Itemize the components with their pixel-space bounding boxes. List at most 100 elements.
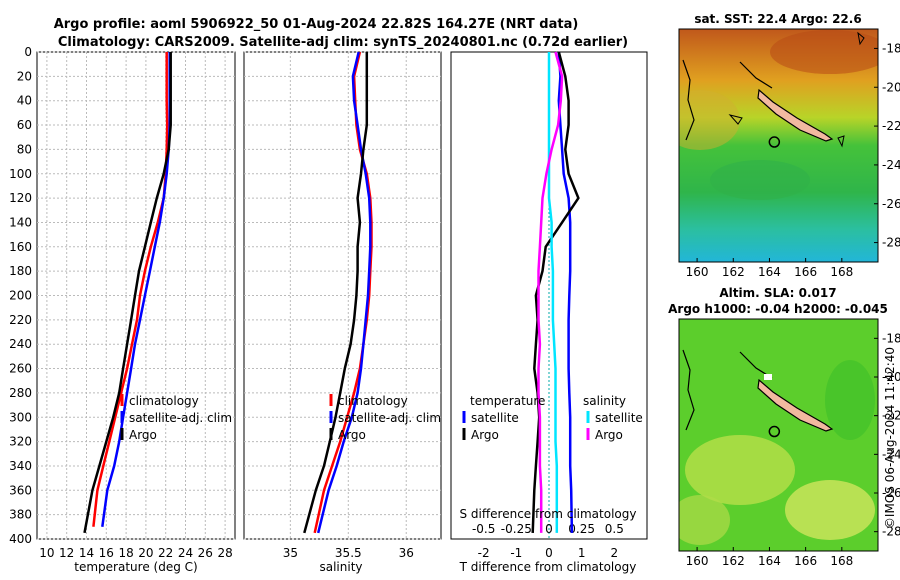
tick-label-temperature: 10: [39, 546, 54, 560]
tick-label-depth: 80: [17, 142, 32, 156]
tick-label-longitude: 162: [722, 265, 745, 279]
sst-longitude-ticks: 160 162 164 166 168: [686, 258, 853, 279]
tick-label-depth: 40: [17, 94, 32, 108]
tick-label-latitude: -24: [882, 158, 900, 172]
tick-label-longitude: 164: [758, 265, 781, 279]
tick-label-depth: 380: [9, 508, 32, 522]
tick-label-depth: 360: [9, 483, 32, 497]
sst-cool-patch: [710, 160, 810, 200]
sst-map-frame: [678, 28, 879, 263]
tick-label-latitude: -18: [882, 41, 900, 55]
tick-label-longitude: 160: [686, 554, 709, 568]
sla-high-patch: [685, 435, 795, 505]
legend-label-satellite: satellite-adj. clim: [338, 411, 441, 425]
sst-map-image: [679, 29, 878, 262]
sst-map-title: sat. SST: 22.4 Argo: 22.6: [694, 12, 861, 26]
sst-warm-patch: [679, 90, 740, 150]
reef-coastline: [682, 349, 695, 431]
legend-group-salinity: salinity: [583, 394, 626, 408]
tick-label-s-difference: 0.25: [568, 522, 595, 536]
sla-high-patch: [785, 480, 875, 540]
argo-position-marker: [768, 425, 781, 438]
difference-legend: temperature salinity satellite Argo sate…: [462, 394, 643, 442]
tick-label-temperature: 14: [79, 546, 94, 560]
tick-label-depth: 60: [17, 118, 32, 132]
salinity-legend: climatology satellite-adj. clim Argo: [329, 394, 441, 442]
tick-label-t-difference: 1: [578, 546, 586, 560]
s-difference-xlabel: S difference from climatology: [460, 507, 637, 521]
sla-high-patch: [679, 495, 730, 545]
tick-label-t-difference: 0: [545, 546, 553, 560]
tick-label-depth: 340: [9, 459, 32, 473]
sla-map-panel: Altim. SLA: 0.017 Argo h1000: -0.04 h200…: [668, 286, 900, 568]
tick-label-latitude: -28: [882, 525, 900, 539]
tick-label-temperature: 18: [118, 546, 133, 560]
tick-label-longitude: 162: [722, 554, 745, 568]
legend-label-climatology: climatology: [129, 394, 199, 408]
temperature-profiles: [83, 52, 172, 534]
tick-label-latitude: -20: [882, 80, 900, 94]
salinity-grid: [244, 51, 441, 540]
tick-label-latitude: -22: [882, 119, 900, 133]
sla-map-frame: [678, 318, 879, 552]
legend-label-argo: Argo: [338, 428, 366, 442]
sla-latitude-ticks: -18 -20 -22 -24 -26 -28: [874, 331, 900, 539]
tick-label-latitude: -28: [882, 236, 900, 250]
tick-label-s-difference: 0.5: [605, 522, 624, 536]
tick-label-depth: 280: [9, 386, 32, 400]
tick-label-t-difference: -1: [510, 546, 522, 560]
tick-label-longitude: 164: [758, 554, 781, 568]
sla-map-subtitle: Argo h1000: -0.04 h2000: -0.045: [668, 302, 888, 316]
tick-label-depth: 220: [9, 313, 32, 327]
tick-label-depth: 140: [9, 215, 32, 229]
difference-profiles: [531, 51, 580, 533]
t-difference-xlabel: T difference from climatology: [459, 560, 637, 574]
tick-label-t-difference: -2: [478, 546, 490, 560]
tick-label-s-difference: -0.5: [472, 522, 495, 536]
small-islands: [728, 31, 865, 148]
tick-label-latitude: -20: [882, 370, 900, 384]
sla-map-image: [679, 319, 878, 551]
tick-label-depth: 20: [17, 69, 32, 83]
tick-label-temperature: 26: [198, 546, 213, 560]
temperature-grid: [37, 51, 235, 540]
tick-label-latitude: -24: [882, 447, 900, 461]
new-caledonia-island: [757, 88, 834, 142]
tick-label-depth: 120: [9, 191, 32, 205]
legend-group-temperature: temperature: [470, 394, 545, 408]
temperature-panel: 0 20 40 60 80 100 120 140 160 180 200 220 240 260 280 3…: [9, 45, 236, 574]
tick-label-temperature: 12: [59, 546, 74, 560]
legend-label-climatology: climatology: [338, 394, 408, 408]
temperature-legend: climatology satellite-adj. clim Argo: [120, 394, 232, 442]
legend-label-s-argo: Argo: [595, 428, 623, 442]
salinity-tick-labels: 35 35.5 36: [283, 546, 414, 560]
legend-label-satellite: satellite-adj. clim: [129, 411, 232, 425]
tick-label-longitude: 168: [830, 265, 853, 279]
tick-label-latitude: -26: [882, 197, 900, 211]
tick-label-longitude: 166: [794, 265, 817, 279]
tick-label-s-difference: 0: [545, 522, 553, 536]
legend-label-t-satellite: satellite: [471, 411, 519, 425]
sst-latitude-ticks: -18 -20 -22 -24 -26 -28: [874, 41, 900, 250]
tick-label-s-difference: -0.25: [501, 522, 532, 536]
new-caledonia-island: [757, 378, 834, 432]
sst-map-panel: sat. SST: 22.4 Argo: 22.6 160 162 164 166 16…: [678, 12, 900, 279]
difference-salinity-satellite-line: [547, 52, 559, 533]
legend-label-t-argo: Argo: [471, 428, 499, 442]
salinity-panel: 35 35.5 36 salinity climatology satellite-…: [243, 51, 442, 574]
legend-label-s-satellite: satellite: [595, 411, 643, 425]
sla-longitude-ticks: 160 162 164 166 168: [686, 547, 853, 568]
imos-credit: ©IMOS 06-Aug-2024 11:42:40: [883, 347, 897, 529]
tick-label-depth: 100: [9, 167, 32, 181]
temperature-argo-line: [83, 52, 172, 534]
tick-label-salinity: 35.5: [335, 546, 362, 560]
tick-label-depth: 320: [9, 435, 32, 449]
argo-position-marker: [768, 136, 781, 148]
reef-coastline: [682, 59, 695, 141]
tick-label-longitude: 168: [830, 554, 853, 568]
tick-label-latitude: -22: [882, 409, 900, 423]
t-difference-tick-labels: -2 -1 0 1 2: [478, 546, 618, 560]
tick-label-salinity: 35: [283, 546, 298, 560]
tick-label-temperature: 20: [138, 546, 153, 560]
